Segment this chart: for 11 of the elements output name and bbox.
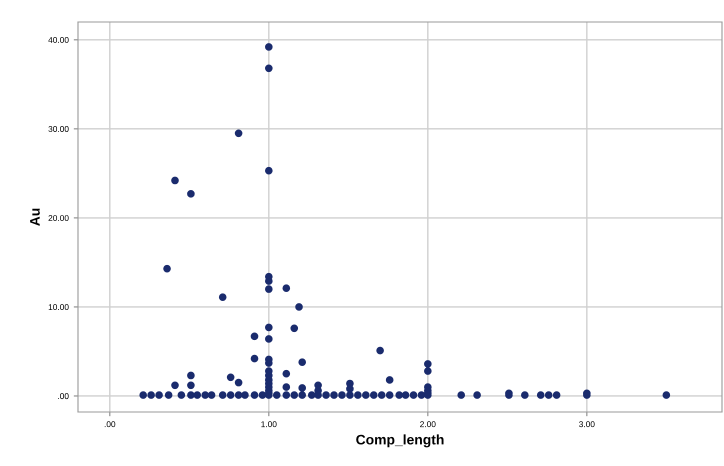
y-tick-label: 20.00 xyxy=(48,215,69,221)
y-axis-title: Au xyxy=(30,208,40,226)
y-tick-label: 30.00 xyxy=(48,126,69,132)
y-tick-label: 40.00 xyxy=(48,37,69,43)
x-tick-label: 1.00 xyxy=(261,421,277,428)
y-tick-label: 10.00 xyxy=(48,304,69,310)
x-tick-label: .00 xyxy=(104,421,116,428)
y-tick-label: .00 xyxy=(58,393,69,400)
x-axis-title: Comp_length xyxy=(356,434,444,448)
x-tick-label: 2.00 xyxy=(420,421,436,428)
x-tick-label: 3.00 xyxy=(579,421,595,428)
